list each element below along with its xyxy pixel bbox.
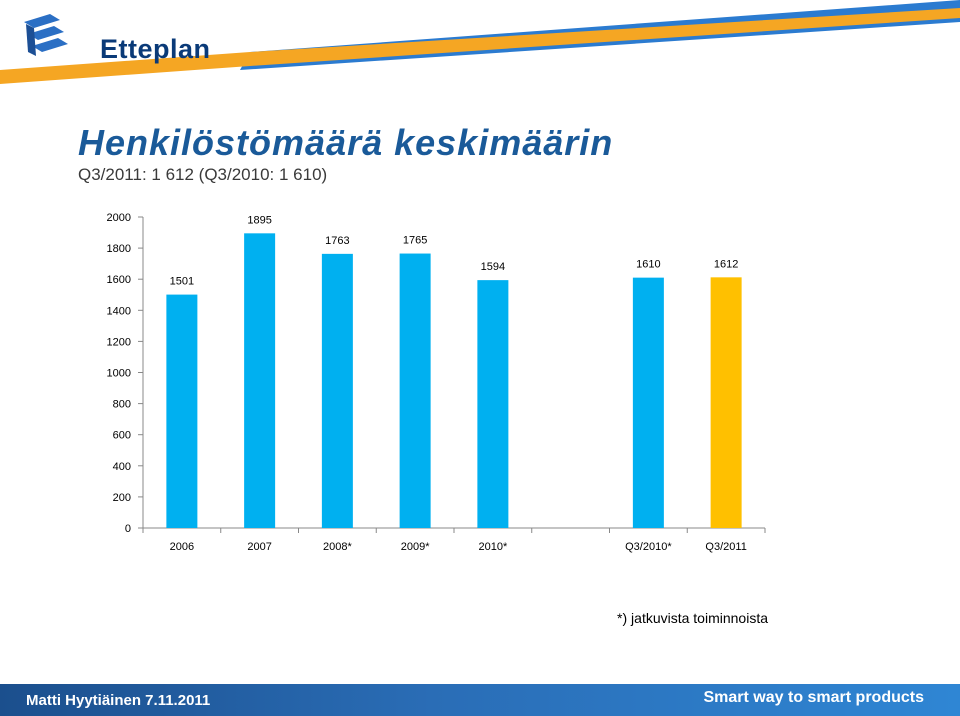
x-tick-label: 2006 — [170, 541, 194, 553]
chart-labels: 0 200 400 600 800 1000 1200 1400 1600 1800 2000 150… — [107, 212, 747, 553]
etteplan-logo[interactable]: Etteplan — [20, 12, 211, 64]
y-tick-label: 400 — [113, 461, 131, 473]
data-label: 1612 — [714, 258, 738, 270]
logo-text: Etteplan — [100, 34, 211, 64]
y-tick-label: 1000 — [107, 368, 131, 380]
chart-bars — [166, 233, 742, 529]
x-tick-label: Q3/2011 — [705, 541, 746, 553]
page-title: Henkilöstömäärä keskimäärin — [78, 122, 614, 163]
bar-2007 — [244, 233, 276, 528]
data-label: 1763 — [325, 235, 349, 247]
data-label: 1765 — [403, 235, 427, 247]
x-tick-label: 2008* — [323, 541, 352, 553]
bar-Q3/2011 — [710, 277, 742, 528]
footer-bar: Matti Hyytiäinen 7.11.2011 Smart way to … — [0, 684, 960, 716]
data-label: 1895 — [247, 214, 271, 226]
header-band — [0, 0, 960, 90]
y-tick-label: 1400 — [107, 305, 131, 317]
data-label: 1594 — [481, 261, 505, 273]
page-subtitle: Q3/2011: 1 612 (Q3/2010: 1 610) — [78, 165, 328, 184]
x-tick-label: 2010* — [478, 541, 507, 553]
y-tick-label: 200 — [113, 492, 131, 504]
bar-2008* — [321, 253, 353, 528]
y-tick-label: 1800 — [107, 243, 131, 255]
x-tick-label: Q3/2010* — [625, 541, 672, 553]
etteplan-logo-icon — [24, 14, 68, 56]
footer-slogan: Smart way to smart products — [703, 689, 925, 706]
y-tick-label: 600 — [113, 430, 131, 442]
bar-Q3/2010* — [632, 277, 664, 528]
y-tick-label: 2000 — [107, 212, 131, 224]
x-tick-label: 2007 — [247, 541, 271, 553]
header-orange-swoosh — [0, 8, 960, 84]
data-label: 1610 — [636, 259, 660, 271]
y-tick-label: 1600 — [107, 274, 131, 286]
y-tick-label: 1200 — [107, 336, 131, 348]
footer-author-date: Matti Hyytiäinen 7.11.2011 — [26, 692, 211, 709]
data-label: 1501 — [170, 276, 194, 288]
bar-2009* — [399, 253, 431, 529]
bar-2006 — [166, 294, 198, 528]
headcount-bar-chart: 0 200 400 600 800 1000 1200 1400 1600 1800 2000 150… — [107, 212, 766, 553]
y-tick-label: 800 — [113, 399, 131, 411]
x-tick-label: 2009* — [401, 541, 430, 553]
chart-footnote: *) jatkuvista toiminnoista — [617, 610, 768, 626]
bar-2010* — [477, 280, 509, 528]
chart-axes — [138, 216, 766, 533]
y-tick-label: 0 — [125, 523, 131, 535]
